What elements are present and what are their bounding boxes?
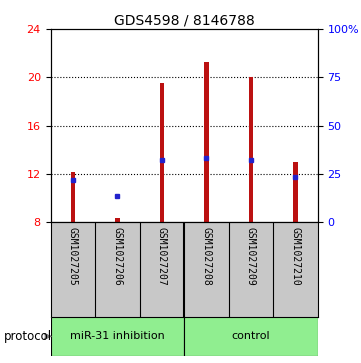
Text: GSM1027207: GSM1027207: [157, 227, 167, 286]
Bar: [184, 317, 318, 356]
Text: GSM1027206: GSM1027206: [112, 227, 122, 286]
Bar: [293, 162, 297, 223]
Bar: [115, 218, 119, 223]
Text: miR-31 inhibition: miR-31 inhibition: [70, 331, 165, 341]
Bar: [71, 172, 75, 223]
Title: GDS4598 / 8146788: GDS4598 / 8146788: [114, 14, 255, 28]
Text: protocol: protocol: [4, 330, 52, 343]
Bar: [204, 62, 209, 223]
Text: GSM1027209: GSM1027209: [246, 227, 256, 286]
Bar: [249, 77, 253, 223]
Text: GSM1027205: GSM1027205: [68, 227, 78, 286]
Bar: [160, 83, 164, 223]
Bar: [51, 317, 184, 356]
Text: GSM1027208: GSM1027208: [201, 227, 212, 286]
Text: GSM1027210: GSM1027210: [290, 227, 300, 286]
Text: control: control: [232, 331, 270, 341]
